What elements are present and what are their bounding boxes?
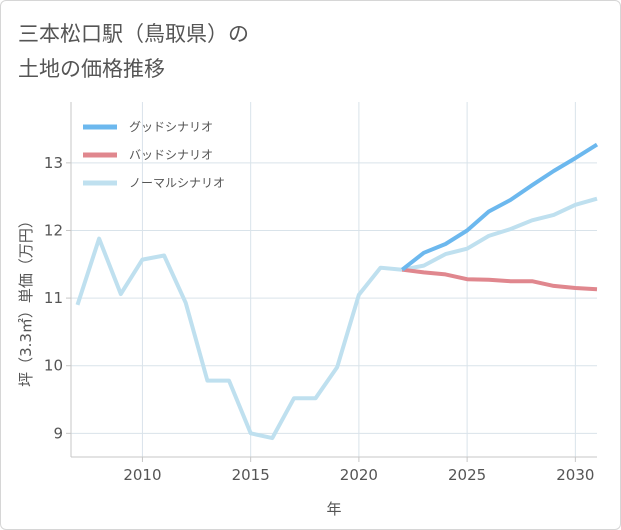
x-axis-title: 年 bbox=[326, 500, 341, 518]
x-tick-label: 2020 bbox=[340, 466, 378, 484]
legend-label: ノーマルシナリオ bbox=[129, 176, 225, 190]
legend-label: グッドシナリオ bbox=[129, 120, 213, 134]
x-tick-label: 2010 bbox=[123, 466, 161, 484]
grid-layer bbox=[71, 102, 597, 457]
y-tick-label: 9 bbox=[53, 424, 63, 442]
x-tick-label: 2030 bbox=[556, 466, 594, 484]
y-tick-label: 11 bbox=[44, 289, 63, 307]
chart-title-line-1: 三本松口駅（鳥取県）の bbox=[18, 22, 249, 46]
x-tick-label: 2025 bbox=[448, 466, 486, 484]
series-line-2 bbox=[401, 267, 598, 292]
axis-layer: 2010 2015 2020 2025 2030 9 10 11 12 13 bbox=[44, 102, 597, 484]
y-tick-label: 10 bbox=[44, 357, 63, 375]
y-tick-label: 13 bbox=[44, 154, 63, 172]
y-tick-label: 12 bbox=[44, 221, 63, 239]
series-line-1 bbox=[400, 142, 599, 272]
y-axis-title: 坪（3.3㎡）単価（万円） bbox=[17, 213, 35, 387]
chart-title-line-2: 土地の価格推移 bbox=[18, 57, 165, 81]
series-layer bbox=[75, 142, 599, 441]
legend-label: バッドシナリオ bbox=[129, 148, 213, 162]
series-line-3 bbox=[75, 196, 598, 441]
x-tick-label: 2015 bbox=[232, 466, 270, 484]
